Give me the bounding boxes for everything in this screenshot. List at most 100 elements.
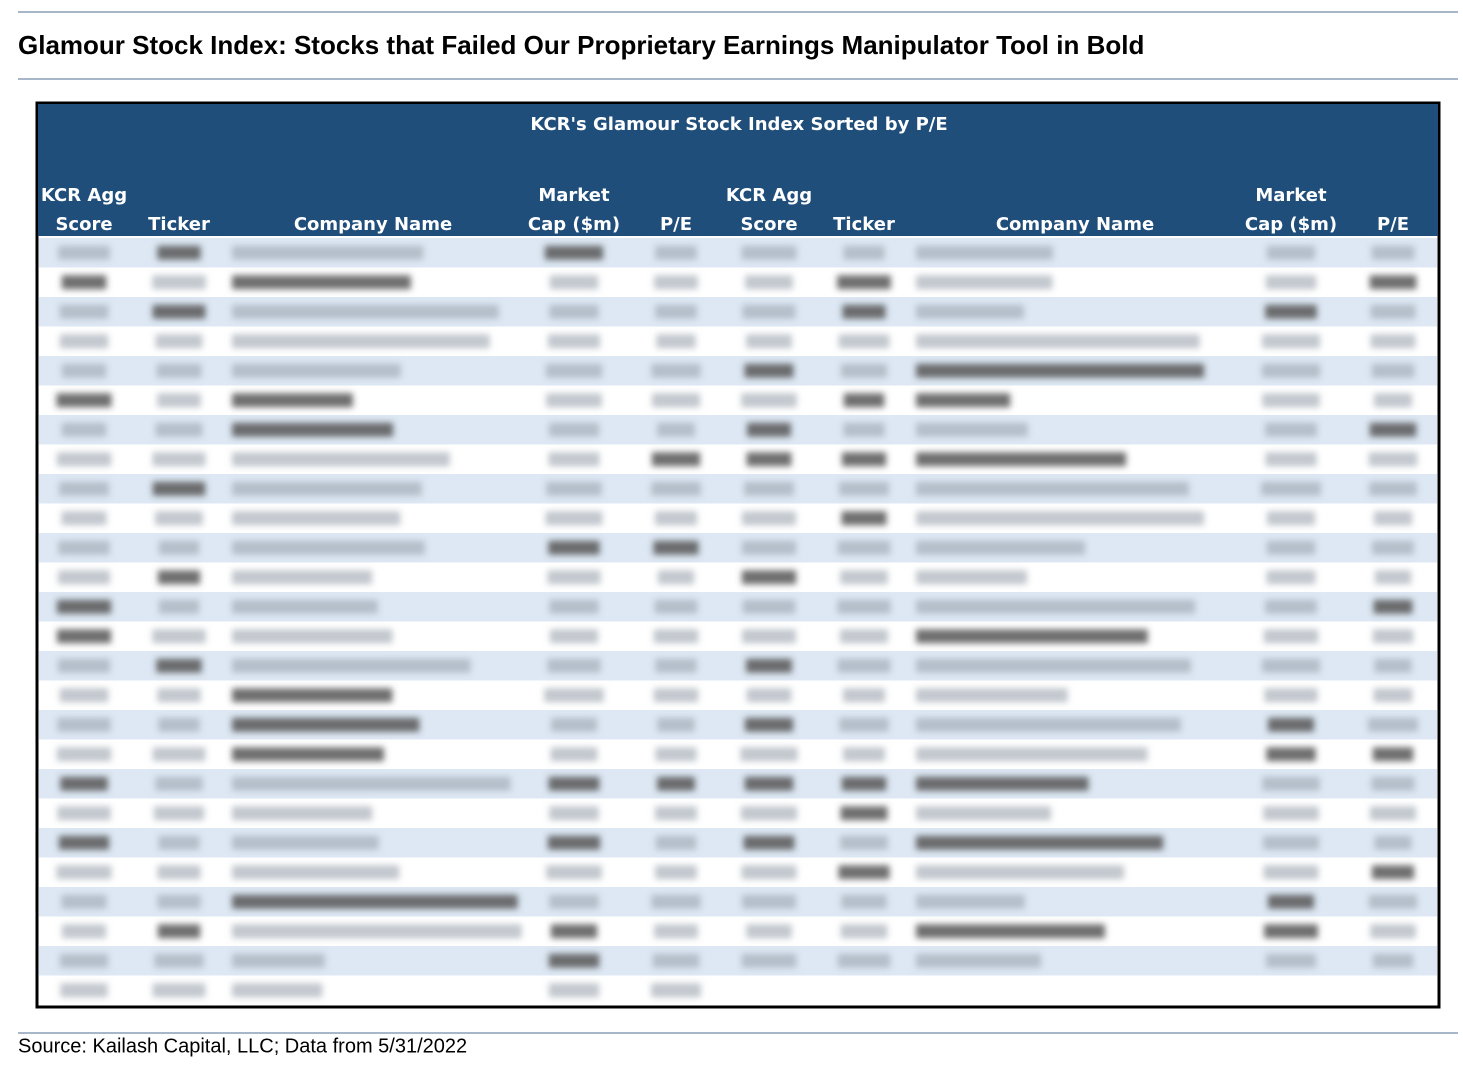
blurred-cell	[916, 747, 1148, 762]
blurred-cell	[655, 245, 697, 260]
column-header: Score	[55, 214, 112, 235]
blurred-cell	[653, 629, 699, 644]
blurred-cell	[152, 275, 206, 290]
blurred-cell	[916, 629, 1148, 644]
blurred-cell	[59, 304, 109, 319]
blurred-cell	[232, 865, 400, 880]
blurred-cell	[232, 275, 411, 290]
blurred-content	[56, 245, 1418, 998]
blurred-cell	[232, 422, 394, 437]
blurred-cell	[1261, 658, 1321, 673]
blurred-cell	[1368, 894, 1418, 909]
blurred-cell	[548, 983, 600, 998]
page-title: Glamour Stock Index: Stocks that Failed …	[18, 30, 1144, 60]
blurred-cell	[741, 953, 797, 968]
blurred-cell	[152, 629, 206, 644]
blurred-cell	[544, 688, 604, 703]
blurred-cell	[157, 894, 201, 909]
blurred-cell	[158, 540, 200, 555]
blurred-cell	[916, 717, 1181, 732]
column-header: Market	[538, 185, 610, 206]
blurred-cell	[742, 304, 796, 319]
blurred-cell	[1263, 806, 1319, 821]
blurred-cell	[549, 275, 599, 290]
column-header: Company Name	[996, 214, 1154, 235]
source-note: Source: Kailash Capital, LLC; Data from …	[18, 1035, 467, 1057]
blurred-cell	[1370, 304, 1416, 319]
blurred-cell	[740, 747, 798, 762]
blurred-cell	[1374, 835, 1412, 850]
blurred-cell	[1371, 245, 1415, 260]
blurred-cell	[916, 304, 1025, 319]
blurred-cell	[1267, 717, 1315, 732]
blurred-cell	[842, 747, 886, 762]
blurred-cell	[1374, 658, 1412, 673]
blurred-cell	[547, 570, 601, 585]
blurred-cell	[1266, 511, 1316, 526]
blurred-cell	[654, 511, 698, 526]
blurred-cell	[916, 865, 1125, 880]
blurred-cell	[232, 924, 522, 939]
blurred-cell	[61, 894, 107, 909]
blurred-cell	[744, 717, 794, 732]
blurred-cell	[547, 835, 601, 850]
blurred-cell	[837, 275, 891, 290]
blurred-cell	[744, 481, 794, 496]
column-header: Company Name	[294, 214, 452, 235]
blurred-cell	[157, 924, 201, 939]
blurred-cell	[545, 363, 603, 378]
blurred-cell	[546, 865, 602, 880]
blurred-cell	[232, 717, 420, 732]
blurred-cell	[840, 570, 888, 585]
blurred-cell	[232, 511, 401, 526]
blurred-cell	[1261, 363, 1321, 378]
blurred-cell	[655, 304, 697, 319]
blurred-cell	[651, 452, 701, 467]
blurred-cell	[916, 570, 1027, 585]
blurred-cell	[548, 953, 600, 968]
blurred-cell	[1368, 717, 1418, 732]
blurred-cell	[744, 363, 794, 378]
blurred-cell	[1265, 275, 1317, 290]
blurred-cell	[57, 806, 111, 821]
blurred-cell	[916, 599, 1196, 614]
blurred-cell	[916, 540, 1086, 555]
blurred-cell	[651, 481, 701, 496]
blurred-cell	[1264, 688, 1318, 703]
blurred-cell	[549, 599, 599, 614]
blurred-cell	[61, 924, 107, 939]
blurred-cell	[916, 452, 1127, 467]
blurred-cell	[546, 481, 602, 496]
blurred-cell	[546, 393, 602, 408]
blurred-cell	[59, 953, 109, 968]
blurred-cell	[157, 865, 201, 880]
blurred-cell	[549, 304, 599, 319]
blurred-cell	[544, 245, 604, 260]
blurred-cell	[916, 245, 1054, 260]
blurred-cell	[1372, 540, 1414, 555]
blurred-cell	[654, 924, 698, 939]
blurred-cell	[746, 452, 792, 467]
blurred-cell	[743, 835, 795, 850]
blurred-cell	[155, 511, 203, 526]
blurred-cell	[1369, 275, 1417, 290]
blurred-cell	[58, 658, 110, 673]
blurred-cell	[157, 688, 201, 703]
blurred-cell	[60, 983, 108, 998]
blurred-cell	[1374, 570, 1412, 585]
blurred-cell	[916, 894, 1025, 909]
table-body	[39, 238, 1437, 1005]
blurred-cell	[232, 658, 471, 673]
blurred-cell	[1373, 511, 1413, 526]
blurred-cell	[656, 776, 696, 791]
blurred-cell	[916, 924, 1105, 939]
blurred-cell	[1265, 953, 1317, 968]
blurred-cell	[61, 511, 107, 526]
blurred-cell	[1265, 452, 1317, 467]
blurred-cell	[657, 422, 695, 437]
blurred-cell	[843, 245, 885, 260]
blurred-cell	[59, 334, 109, 349]
blurred-cell	[61, 422, 107, 437]
blurred-cell	[157, 245, 201, 260]
blurred-cell	[741, 245, 797, 260]
